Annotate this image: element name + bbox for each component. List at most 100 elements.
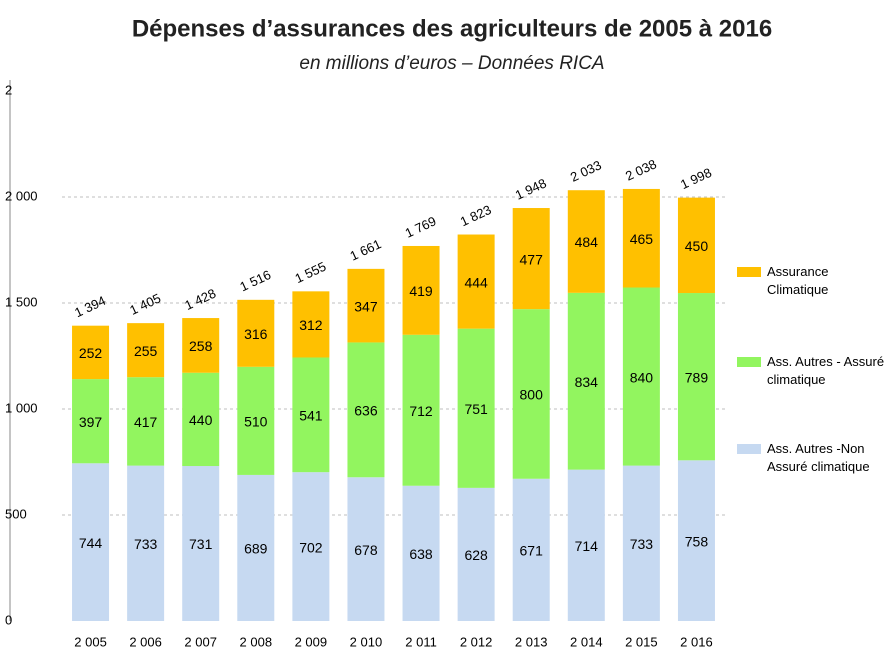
data-label: 671 — [520, 543, 544, 559]
bar-segment — [457, 328, 495, 488]
legend-item: Assurance Climatique — [737, 263, 886, 299]
data-label: 419 — [409, 283, 433, 299]
y-tick-label: 2 — [5, 82, 12, 97]
bar-segment — [237, 299, 275, 367]
bar-segment — [677, 460, 715, 621]
data-label: 510 — [244, 414, 268, 430]
bar-segment — [182, 466, 220, 621]
y-tick-label: 1 500 — [5, 294, 38, 309]
bar-segment — [127, 323, 165, 378]
bar-segment — [622, 287, 660, 466]
data-label: 840 — [630, 369, 654, 385]
legend-item: Ass. Autres -Non Assuré climatique — [737, 440, 886, 476]
y-tick-label: 500 — [5, 506, 27, 521]
total-label: 1 394 — [72, 293, 108, 320]
bar-segment — [567, 469, 605, 621]
x-tick-label: 2 015 — [625, 634, 658, 649]
total-label: 1 405 — [127, 291, 163, 318]
data-label: 255 — [134, 343, 158, 359]
x-tick-label: 2 016 — [680, 634, 713, 649]
data-label: 731 — [189, 536, 213, 552]
total-label: 1 948 — [513, 175, 549, 202]
data-label: 628 — [464, 547, 488, 563]
data-label: 689 — [244, 541, 268, 557]
legend-item: Ass. Autres - Assuré climatique — [737, 353, 886, 389]
legend-swatch — [737, 444, 761, 454]
bar-segment — [347, 342, 385, 478]
total-label: 2 033 — [568, 157, 604, 184]
x-tick-label: 2 007 — [184, 634, 217, 649]
data-label: 347 — [354, 298, 378, 314]
data-label: 541 — [299, 408, 323, 424]
x-tick-label: 2 008 — [240, 634, 273, 649]
bar-segment — [622, 188, 660, 288]
data-label: 744 — [79, 535, 103, 551]
bar-segment — [677, 293, 715, 461]
data-label: 477 — [520, 251, 544, 267]
data-label: 484 — [575, 234, 599, 250]
bar-segment — [182, 372, 220, 467]
data-label: 758 — [685, 533, 709, 549]
y-tick-label: 1 000 — [5, 400, 38, 415]
data-label: 316 — [244, 326, 268, 342]
bar-segment — [402, 485, 440, 621]
data-label: 800 — [520, 387, 544, 403]
x-tick-label: 2 012 — [460, 634, 493, 649]
y-tick-label: 0 — [5, 612, 12, 627]
x-tick-label: 2 009 — [295, 634, 328, 649]
data-label: 834 — [575, 374, 599, 390]
x-tick-label: 2 013 — [515, 634, 548, 649]
bar-segment — [347, 268, 385, 343]
bar-segment — [292, 291, 330, 358]
total-label: 1 769 — [403, 213, 439, 240]
data-label: 638 — [409, 546, 433, 562]
data-label: 258 — [189, 338, 213, 354]
bar-segment — [457, 234, 495, 329]
bar-segment — [402, 334, 440, 486]
data-label: 678 — [354, 542, 378, 558]
data-label: 252 — [79, 345, 103, 361]
bar-segment — [567, 190, 605, 293]
y-tick-label: 2 000 — [5, 188, 38, 203]
data-label: 789 — [685, 369, 709, 385]
bar-segment — [292, 357, 330, 473]
bar-segment — [512, 309, 550, 479]
bar-segment — [72, 463, 110, 621]
data-label: 465 — [630, 231, 654, 247]
data-label: 751 — [464, 401, 488, 417]
bar-segment — [567, 292, 605, 470]
bar-segment — [72, 379, 110, 464]
bar-segment — [72, 325, 110, 380]
data-label: 733 — [134, 536, 158, 552]
data-label: 636 — [354, 403, 378, 419]
bar-segment — [292, 472, 330, 621]
chart-subtitle: en millions d’euros – Données RICA — [299, 53, 604, 74]
data-label: 440 — [189, 412, 213, 428]
bar-segment — [402, 245, 440, 335]
x-tick-label: 2 005 — [74, 634, 107, 649]
legend-swatch — [737, 357, 761, 367]
total-label: 1 428 — [182, 286, 218, 313]
total-label: 1 823 — [458, 202, 494, 229]
x-tick-label: 2 011 — [405, 634, 437, 649]
x-tick-label: 2 014 — [570, 634, 603, 649]
bar-segment — [237, 474, 275, 621]
legend-label: Ass. Autres -Non Assuré climatique — [767, 441, 870, 474]
bar-segment — [512, 478, 550, 621]
total-label: 2 038 — [623, 156, 659, 183]
legend-label: Assurance Climatique — [767, 264, 829, 297]
bar-segment — [127, 465, 165, 621]
bar-segment — [677, 197, 715, 294]
data-label: 712 — [409, 403, 433, 419]
total-label: 1 998 — [678, 165, 714, 192]
bar-segment — [182, 318, 220, 373]
data-label: 312 — [299, 317, 323, 333]
data-label: 702 — [299, 539, 323, 555]
chart-title: Dépenses d’assurances des agriculteurs d… — [132, 15, 772, 42]
bar-segment — [237, 366, 275, 475]
x-tick-label: 2 010 — [350, 634, 383, 649]
data-label: 714 — [575, 538, 599, 554]
data-label: 417 — [134, 414, 158, 430]
